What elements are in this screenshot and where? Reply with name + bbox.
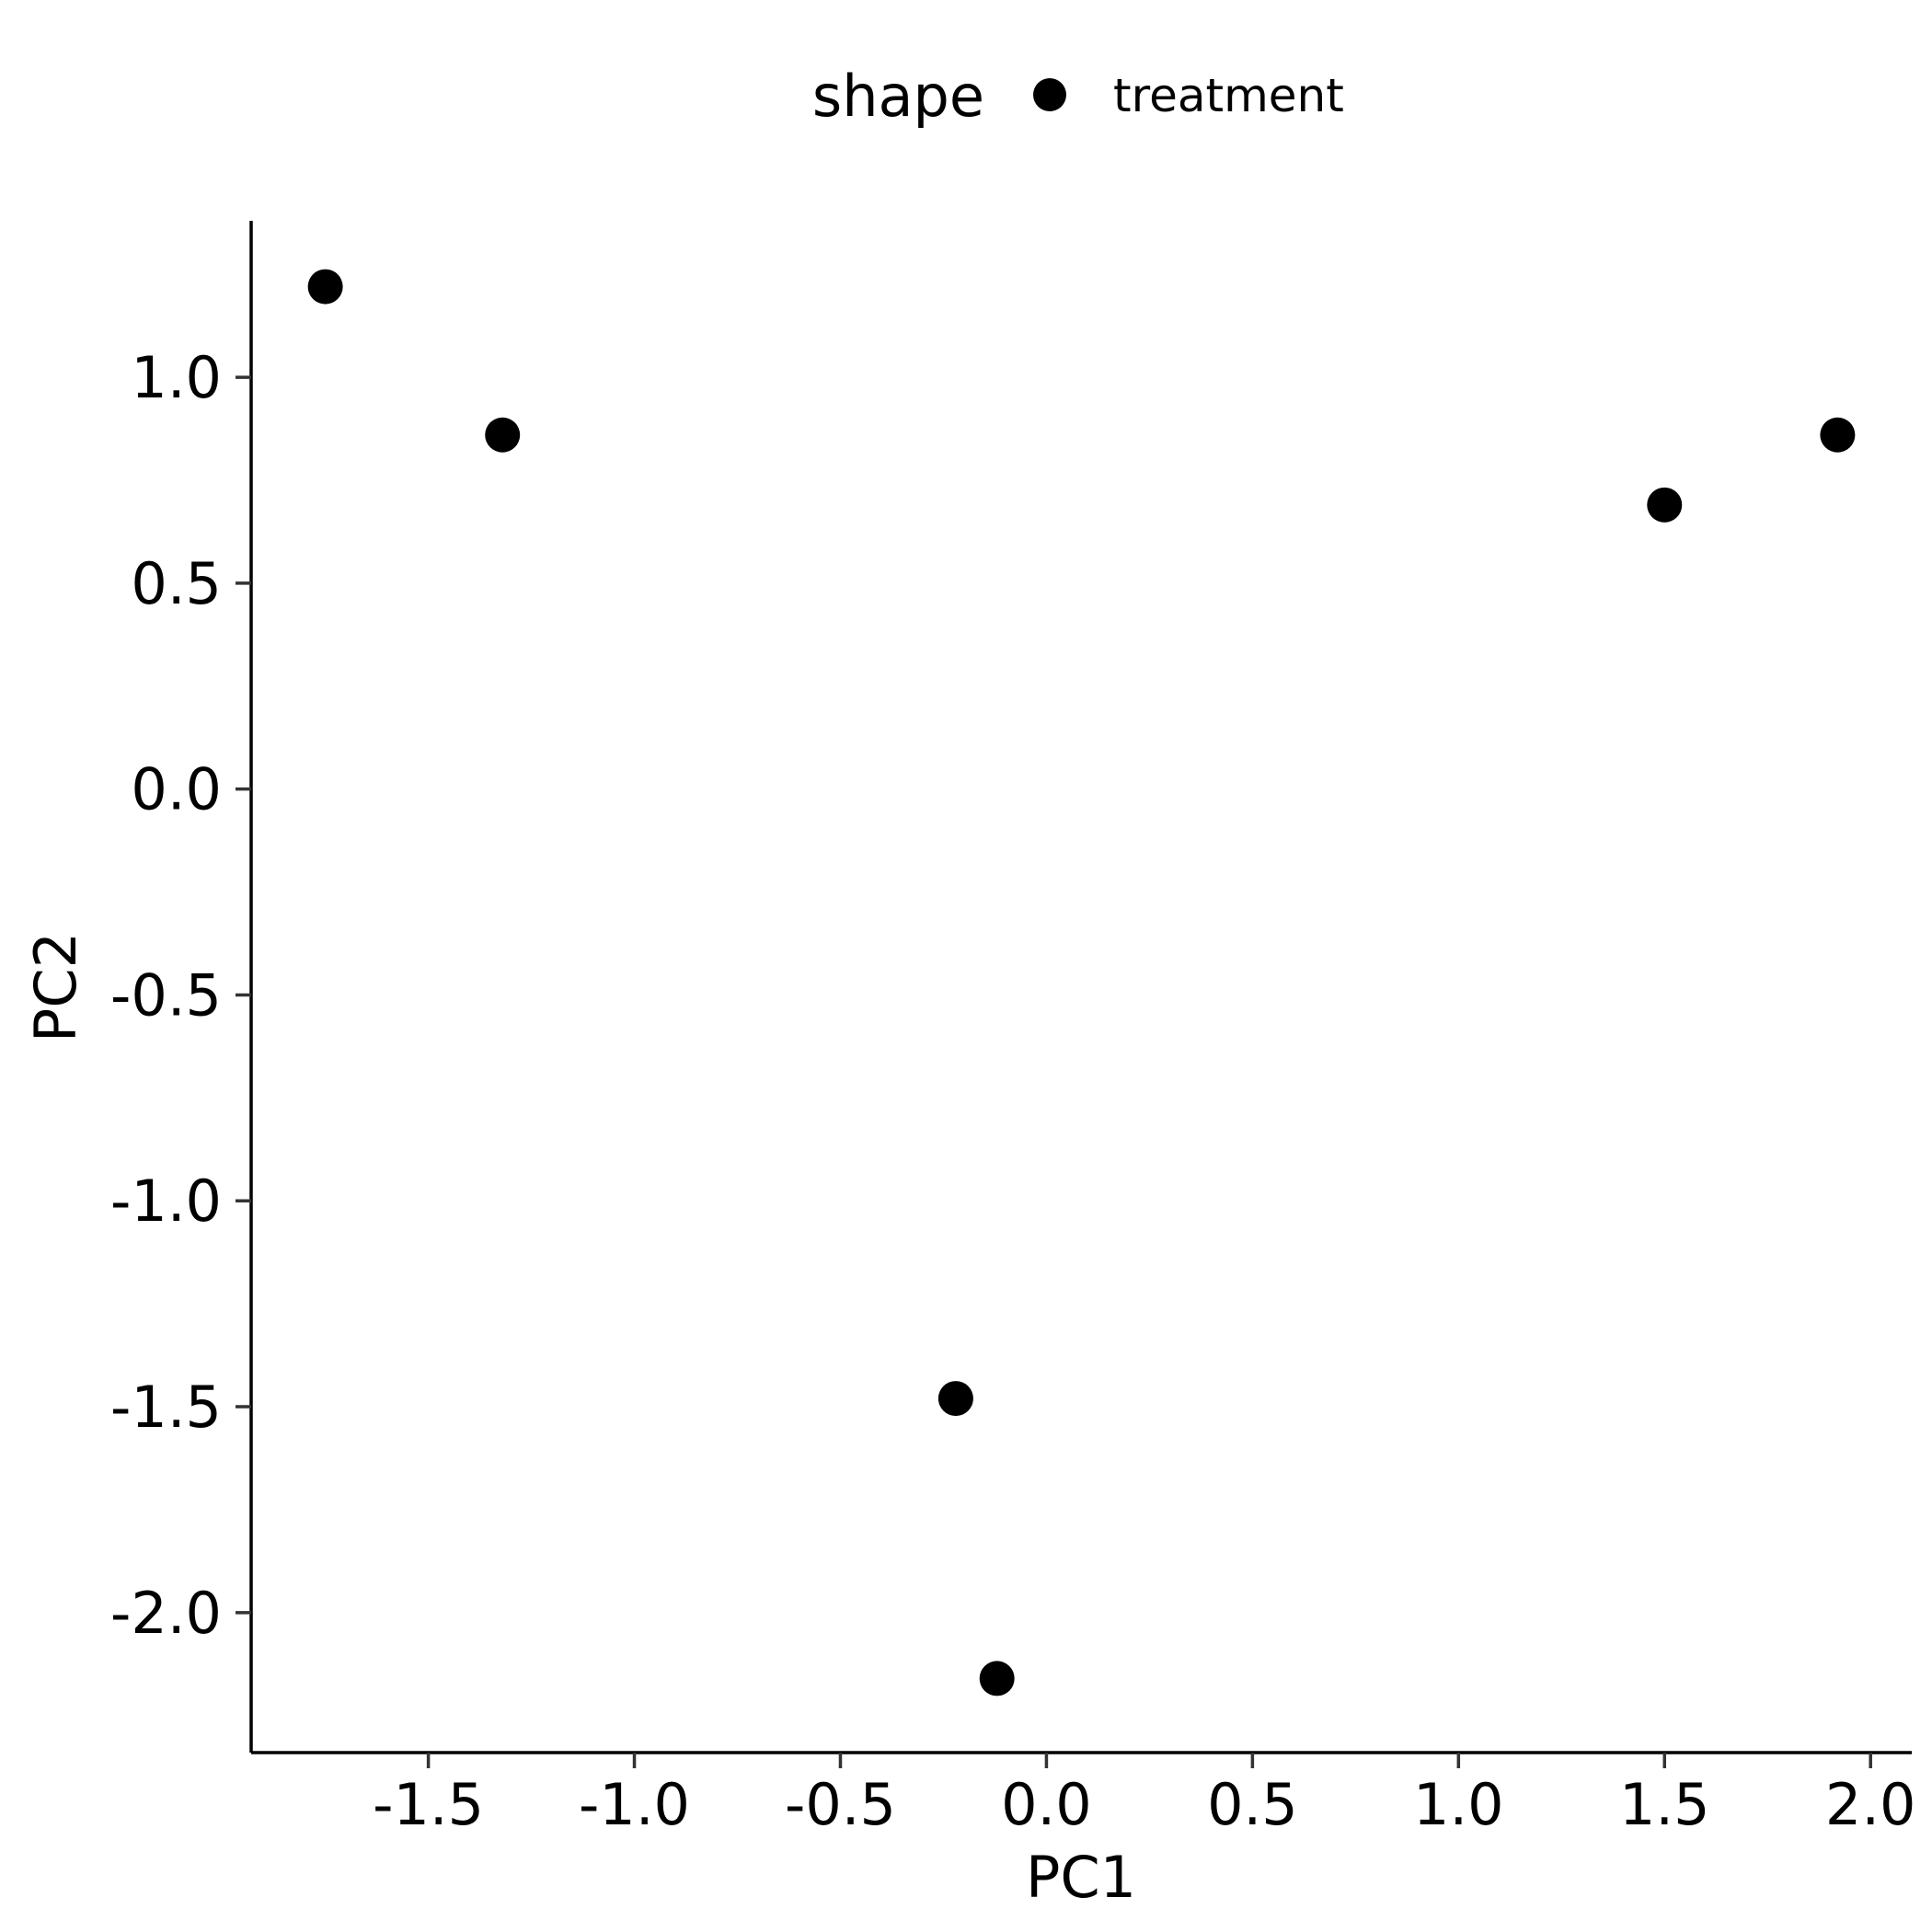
y-axis-title: PC2 (22, 932, 89, 1042)
y-tick-label: 0.0 (131, 756, 222, 823)
y-tick-label: -1.5 (110, 1374, 222, 1441)
data-point (485, 417, 521, 453)
legend-key-treatment (1033, 78, 1066, 111)
x-tick-label: 0.5 (1207, 1771, 1298, 1838)
x-tick-label: 2.0 (1825, 1771, 1916, 1838)
data-point (937, 1381, 973, 1417)
data-points (307, 269, 1856, 1696)
y-axis-ticks: 1.0 0.5 0.0 -0.5 -1.0 -1.5 -2.0 (110, 344, 251, 1647)
legend: shape treatment (812, 63, 1344, 130)
data-point (1820, 417, 1856, 453)
y-tick-label: -0.5 (110, 961, 222, 1029)
data-point (1647, 487, 1683, 523)
x-axis-title: PC1 (1026, 1844, 1136, 1911)
legend-label-treatment: treatment (1113, 69, 1344, 122)
x-axis-ticks: -1.5 -1.0 -0.5 0.0 0.5 1.0 1.5 2.0 (373, 1753, 1916, 1838)
x-tick-label: 1.0 (1413, 1771, 1504, 1838)
y-tick-label: 1.0 (131, 344, 222, 411)
y-tick-label: -2.0 (110, 1580, 222, 1647)
data-point (307, 269, 343, 305)
x-tick-label: -1.0 (579, 1771, 690, 1838)
x-tick-label: 0.0 (1001, 1771, 1092, 1838)
y-tick-label: -1.0 (110, 1167, 222, 1235)
legend-title: shape (812, 63, 984, 130)
x-tick-label: -0.5 (785, 1771, 896, 1838)
x-tick-label: -1.5 (373, 1771, 484, 1838)
x-tick-label: 1.5 (1619, 1771, 1710, 1838)
y-tick-label: 0.5 (131, 550, 222, 617)
data-point (979, 1661, 1015, 1696)
